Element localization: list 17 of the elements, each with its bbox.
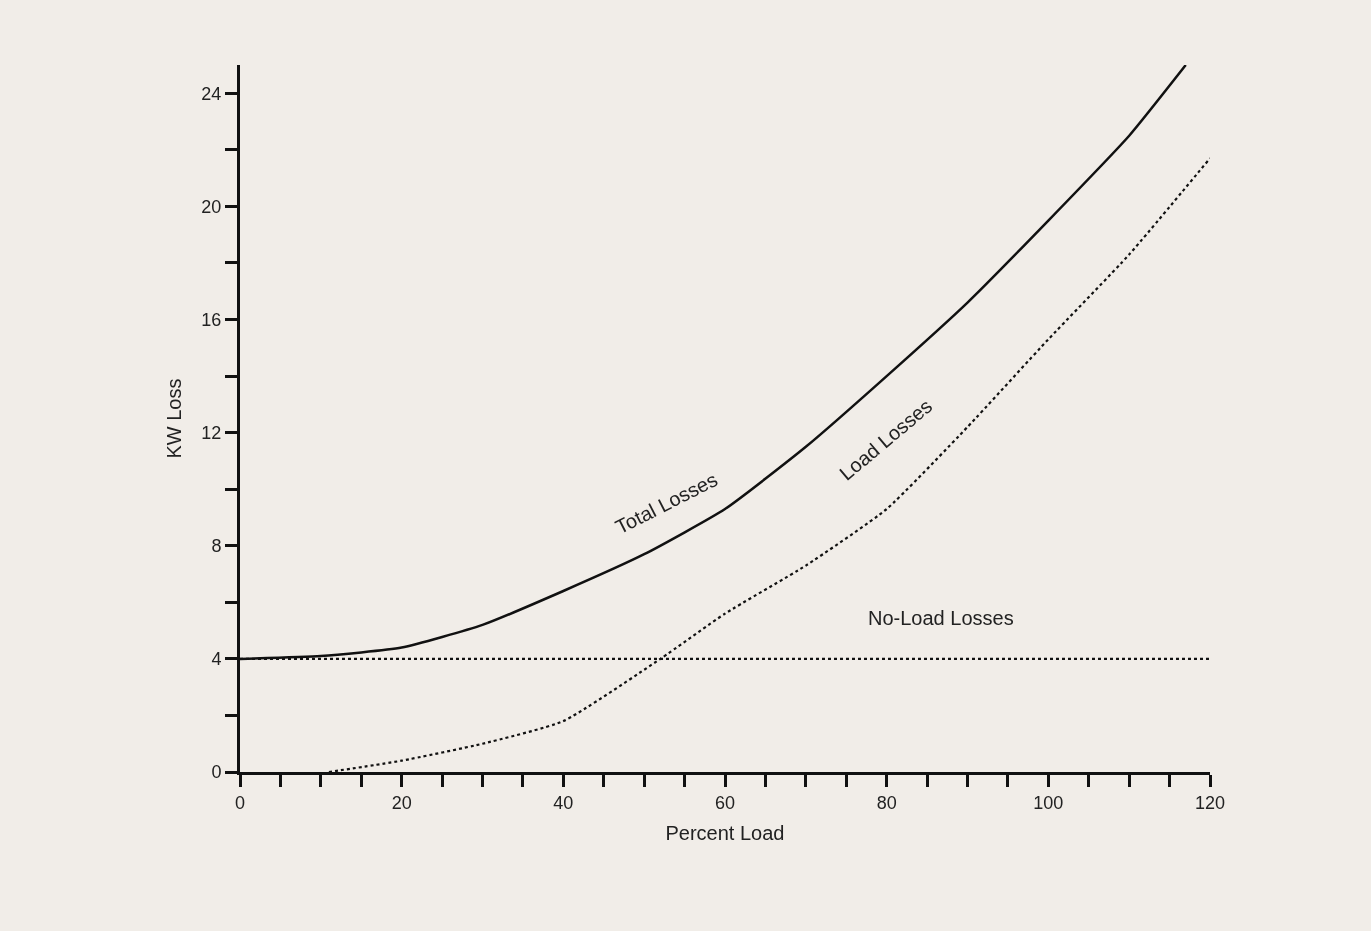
x-tick-label: 100 [1033,792,1064,813]
x-tick-label: 40 [553,792,574,813]
x-tick-label: 80 [876,792,897,813]
y-tick-label: 20 [201,196,222,217]
y-tick-label: 24 [201,83,222,104]
y-tick-label: 4 [211,649,222,670]
y-axis-title: KW Loss [162,378,185,459]
x-axis-title: Percent Load [665,822,785,845]
x-tick-label: 60 [714,792,736,813]
annotation: No-Load Losses [868,607,1014,629]
x-tick-label: 0 [234,792,246,813]
y-tick-label: 12 [201,422,222,443]
y-tick-label: 16 [201,309,222,330]
y-tick-label: 0 [211,762,222,783]
x-tick-label: 20 [391,792,412,813]
x-tick-label: 120 [1194,792,1226,813]
y-tick-label: 8 [211,536,222,557]
